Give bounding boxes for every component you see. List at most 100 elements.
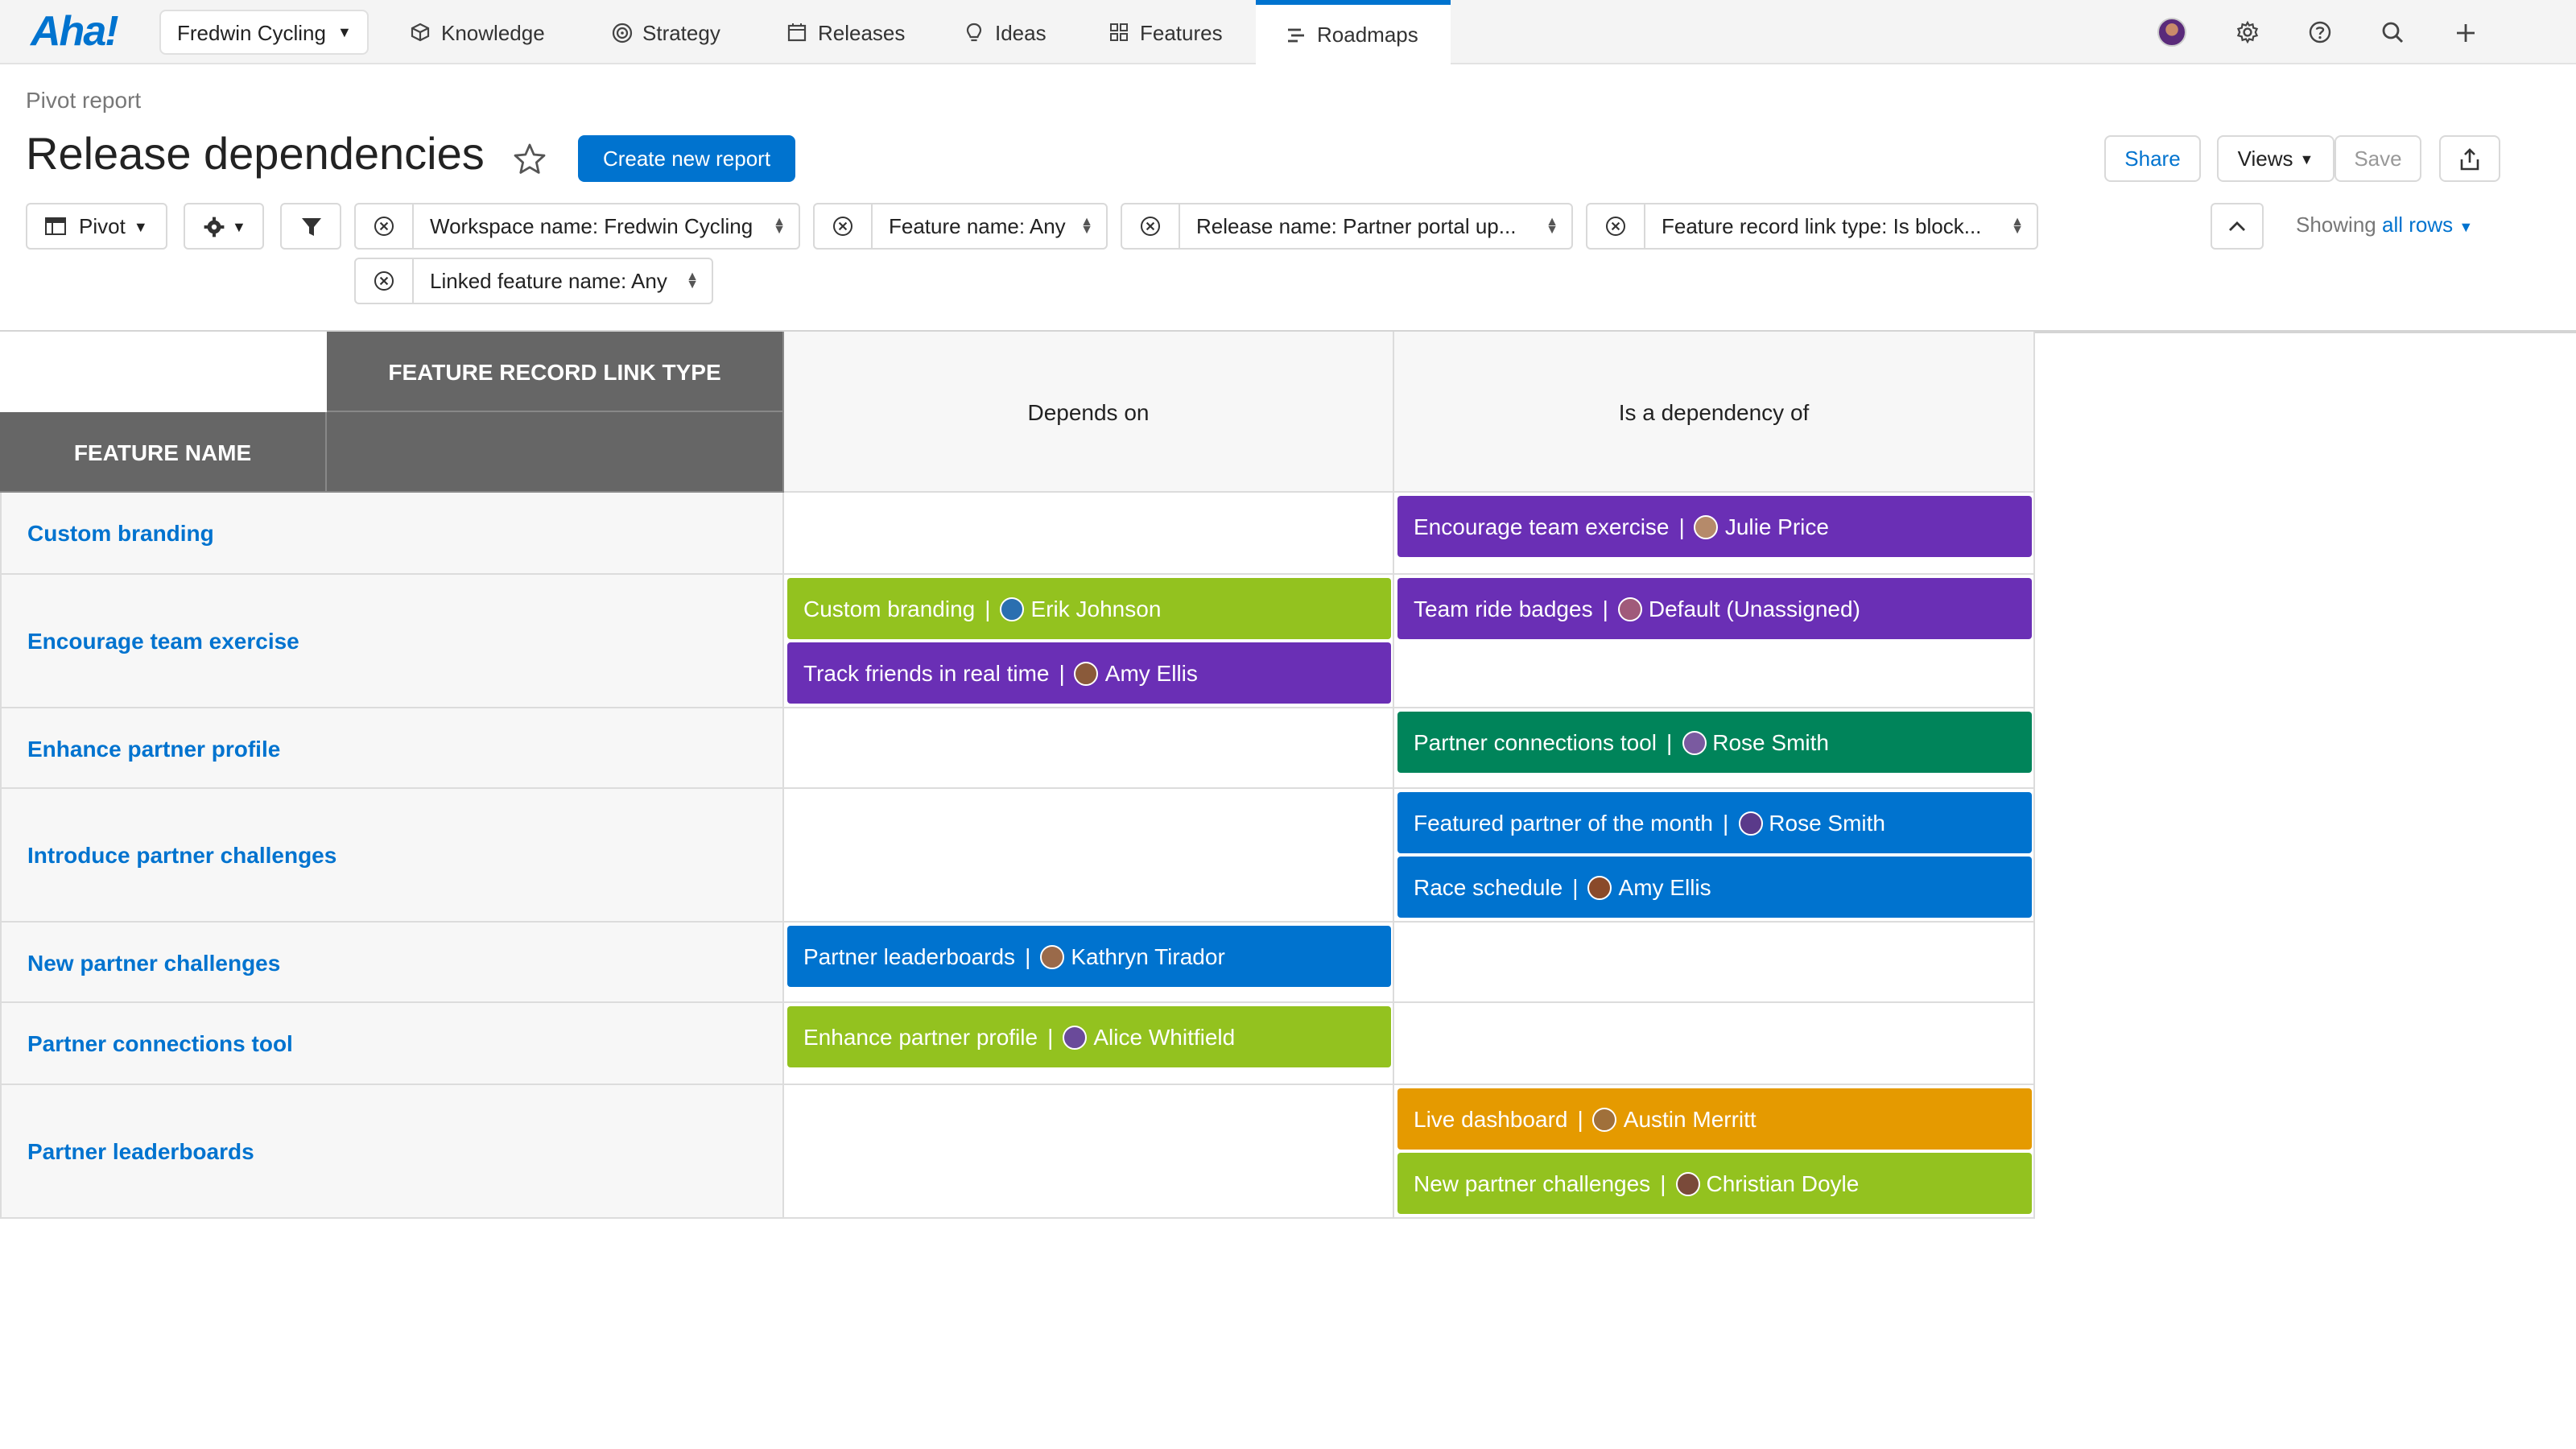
export-icon[interactable] — [2439, 135, 2500, 182]
avatar — [1040, 944, 1065, 968]
filter-chip-workspace: Workspace name: Fredwin Cycling ▲ ▼ — [354, 203, 800, 250]
separator: | — [1660, 1170, 1666, 1196]
feature-card[interactable]: Team ride badges | Default (Unassigned) — [1397, 578, 2032, 639]
help-icon[interactable] — [2304, 16, 2336, 48]
feature-link[interactable]: Partner leaderboards — [27, 1138, 254, 1164]
tab-releases[interactable]: Releases — [786, 0, 905, 64]
pivot-label: Pivot — [79, 214, 126, 238]
assignee-name: Julie Price — [1724, 514, 1829, 539]
save-button[interactable]: Save — [2334, 135, 2421, 182]
separator: | — [1602, 596, 1608, 621]
remove-filter-icon[interactable] — [356, 204, 414, 248]
separator: | — [1666, 729, 1673, 755]
plus-icon[interactable] — [2449, 16, 2481, 48]
feature-card-name: Encourage team exercise — [1414, 514, 1670, 539]
share-button[interactable]: Share — [2104, 135, 2201, 182]
sort-arrows-icon: ▲ ▼ — [1546, 214, 1558, 237]
avatar — [1074, 661, 1099, 685]
remove-filter-icon[interactable] — [1587, 204, 1645, 248]
tab-label: Releases — [818, 20, 906, 44]
separator: | — [1025, 943, 1031, 969]
filter-chip-label[interactable]: Linked feature name: Any ▲ ▼ — [414, 259, 712, 303]
chevron-up-icon — [2229, 221, 2245, 231]
calendar-icon — [786, 21, 808, 43]
filter-chip-label[interactable]: Release name: Partner portal up... ▲ ▼ — [1180, 204, 1571, 248]
collapse-filters-button[interactable] — [2211, 203, 2264, 250]
avatar — [1592, 1107, 1617, 1131]
table-cell — [784, 708, 1394, 789]
table-cell — [784, 789, 1394, 923]
filter-chip-release-name: Release name: Partner portal up... ▲ ▼ — [1121, 203, 1573, 250]
filter-chip-label[interactable]: Workspace name: Fredwin Cycling ▲ ▼ — [414, 204, 799, 248]
column-header-link-type: FEATURE RECORD LINK TYPE — [327, 332, 784, 412]
tab-strategy[interactable]: Strategy — [610, 0, 720, 64]
assignee-name: Christian Doyle — [1706, 1170, 1860, 1196]
table-row-header: Partner leaderboards — [0, 1085, 784, 1219]
sort-arrows-icon: ▲ ▼ — [2011, 214, 2024, 237]
separator: | — [1723, 810, 1729, 836]
filter-chip-label[interactable]: Feature name: Any ▲ ▼ — [873, 204, 1106, 248]
grid-icon — [1108, 21, 1130, 43]
feature-card[interactable]: Partner leaderboards | Kathryn Tirador — [787, 926, 1391, 987]
tab-label: Knowledge — [441, 20, 545, 44]
target-icon — [610, 21, 633, 43]
tab-label: Ideas — [995, 20, 1046, 44]
create-new-report-button[interactable]: Create new report — [578, 135, 795, 182]
remove-filter-icon[interactable] — [815, 204, 873, 248]
feature-link[interactable]: Partner connections tool — [27, 1030, 293, 1056]
roadmap-icon — [1285, 23, 1307, 46]
search-icon[interactable] — [2376, 16, 2409, 48]
filter-chip-linked-feature: Linked feature name: Any ▲ ▼ — [354, 258, 713, 304]
feature-card[interactable]: Custom branding | Erik Johnson — [787, 578, 1391, 639]
gear-icon[interactable] — [2231, 16, 2264, 48]
tab-ideas[interactable]: Ideas — [963, 0, 1046, 64]
workspace-selector[interactable]: Fredwin Cycling ▼ — [159, 10, 369, 55]
filter-chip-label[interactable]: Feature record link type: Is block... ▲ ▼ — [1645, 204, 2037, 248]
feature-link[interactable]: Enhance partner profile — [27, 735, 281, 761]
user-avatar[interactable] — [2156, 16, 2188, 48]
table-cell — [784, 493, 1394, 575]
cube-icon — [409, 21, 431, 43]
feature-card[interactable]: Enhance partner profile | Alice Whitfield — [787, 1006, 1391, 1067]
feature-card[interactable]: Race schedule | Amy Ellis — [1397, 857, 2032, 918]
all-rows-dropdown[interactable]: all rows ▼ — [2382, 213, 2473, 237]
table-cell — [784, 1085, 1394, 1219]
feature-card-name: Enhance partner profile — [803, 1024, 1038, 1050]
aha-logo[interactable]: Aha! — [31, 6, 119, 55]
table-row-header: Enhance partner profile — [0, 708, 784, 789]
separator: | — [985, 596, 991, 621]
sort-arrows-icon: ▲ ▼ — [773, 214, 786, 237]
feature-link[interactable]: New partner challenges — [27, 949, 281, 975]
feature-card-name: Custom branding — [803, 596, 976, 621]
avatar — [1675, 1171, 1700, 1195]
assignee-name: Alice Whitfield — [1093, 1024, 1236, 1050]
settings-button[interactable]: ▼ — [184, 203, 264, 250]
views-button[interactable]: Views ▼ — [2217, 135, 2334, 182]
feature-card[interactable]: Live dashboard | Austin Merritt — [1397, 1088, 2032, 1150]
filter-icon[interactable] — [280, 203, 341, 250]
star-icon[interactable] — [512, 142, 547, 177]
filter-text: Workspace name: Fredwin Cycling — [430, 214, 753, 238]
table-row-header: Introduce partner challenges — [0, 789, 784, 923]
column-header-dependency-of: Is a dependency of — [1394, 332, 2035, 493]
remove-filter-icon[interactable] — [356, 259, 414, 303]
tab-knowledge[interactable]: Knowledge — [409, 0, 545, 64]
remove-filter-icon[interactable] — [1122, 204, 1180, 248]
feature-link[interactable]: Encourage team exercise — [27, 628, 299, 654]
pivot-button[interactable]: Pivot ▼ — [26, 203, 167, 250]
tab-label: Roadmaps — [1317, 23, 1418, 47]
feature-link[interactable]: Introduce partner challenges — [27, 842, 337, 868]
feature-card[interactable]: Partner connections tool | Rose Smith — [1397, 712, 2032, 773]
tab-roadmaps[interactable]: Roadmaps — [1256, 0, 1451, 64]
feature-link[interactable]: Custom branding — [27, 520, 214, 546]
separator: | — [1678, 514, 1685, 539]
showing-rows: Showing all rows ▼ — [2296, 213, 2473, 237]
feature-card[interactable]: Featured partner of the month | Rose Smith — [1397, 792, 2032, 853]
filter-chip-feature-name: Feature name: Any ▲ ▼ — [813, 203, 1108, 250]
feature-card[interactable]: Track friends in real time | Amy Ellis — [787, 642, 1391, 704]
feature-card[interactable]: New partner challenges | Christian Doyle — [1397, 1153, 2032, 1214]
breadcrumb[interactable]: Pivot report — [26, 87, 142, 113]
feature-card[interactable]: Encourage team exercise | Julie Price — [1397, 496, 2032, 557]
tab-features[interactable]: Features — [1108, 0, 1223, 64]
assignee-name: Rose Smith — [1712, 729, 1829, 755]
